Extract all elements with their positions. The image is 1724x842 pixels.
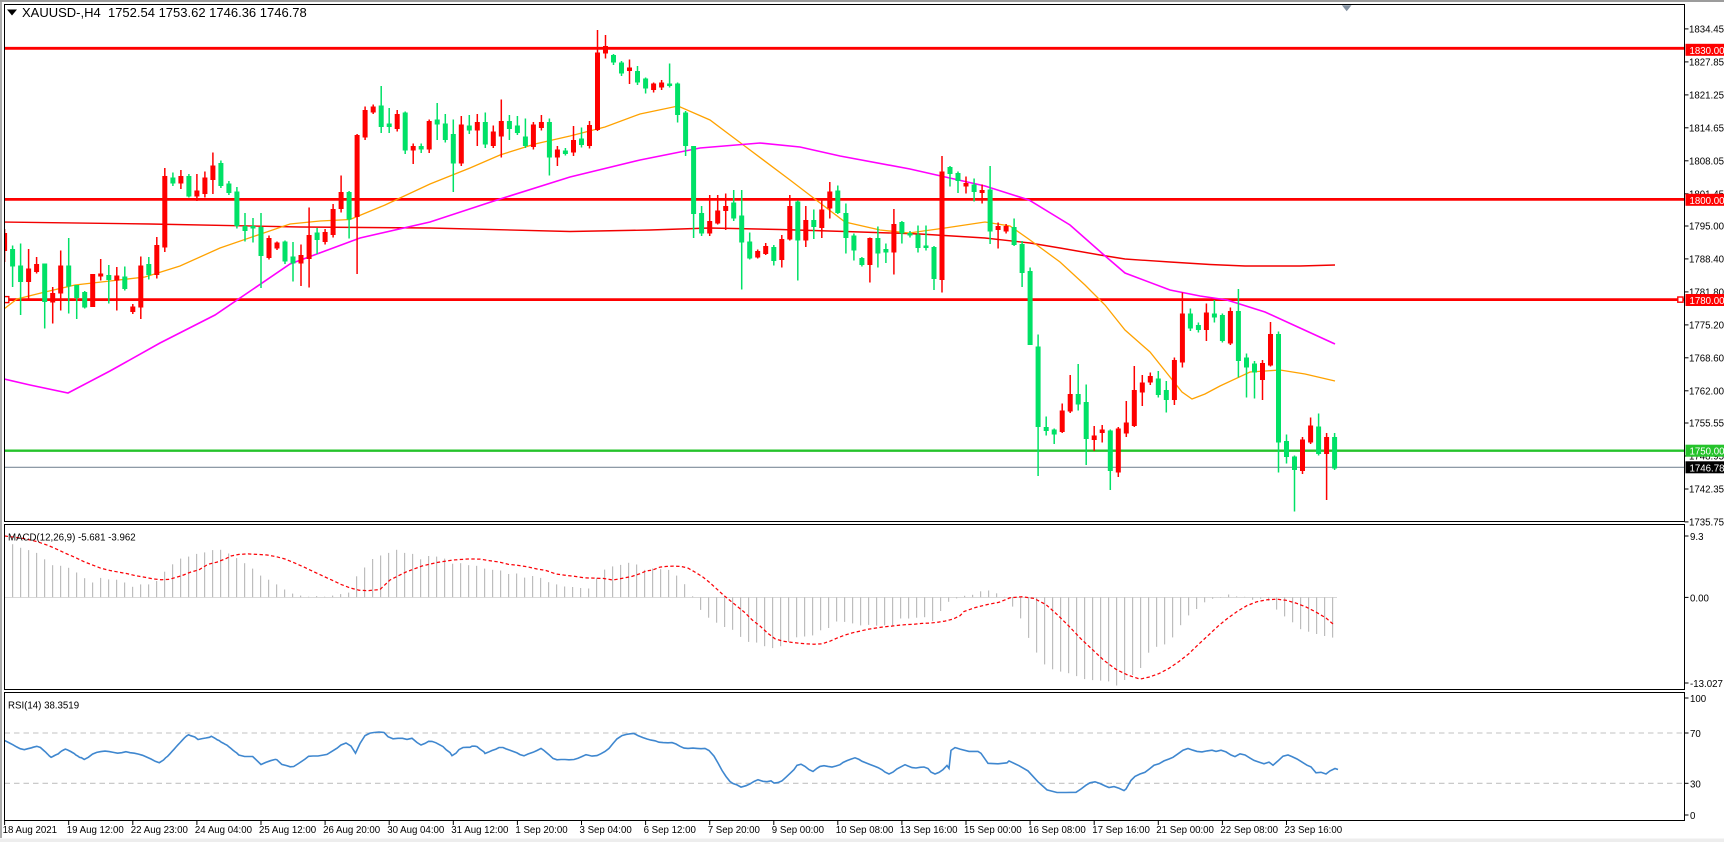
svg-text:24 Aug 04:00: 24 Aug 04:00	[195, 825, 253, 836]
svg-text:1 Sep 20:00: 1 Sep 20:00	[515, 825, 568, 836]
svg-text:1742.35: 1742.35	[1689, 485, 1724, 496]
svg-text:XAUUSD-,H4 1752.54 1753.62 17: XAUUSD-,H4 1752.54 1753.62 1746.36 1746.…	[22, 5, 307, 20]
svg-text:31 Aug 12:00: 31 Aug 12:00	[451, 825, 509, 836]
svg-text:1834.45: 1834.45	[1689, 24, 1724, 35]
svg-text:9.3: 9.3	[1690, 532, 1703, 543]
svg-text:1735.75: 1735.75	[1689, 517, 1724, 528]
svg-text:25 Aug 12:00: 25 Aug 12:00	[259, 825, 317, 836]
svg-text:30 Aug 04:00: 30 Aug 04:00	[387, 825, 445, 836]
svg-text:10 Sep 08:00: 10 Sep 08:00	[836, 825, 894, 836]
svg-text:RSI(14) 38.3519: RSI(14) 38.3519	[8, 701, 79, 712]
svg-text:19 Aug 12:00: 19 Aug 12:00	[67, 825, 125, 836]
svg-text:26 Aug 20:00: 26 Aug 20:00	[323, 825, 381, 836]
svg-text:21 Sep 00:00: 21 Sep 00:00	[1156, 825, 1214, 836]
svg-text:22 Aug 23:00: 22 Aug 23:00	[131, 825, 189, 836]
svg-text:1746.78: 1746.78	[1690, 463, 1724, 474]
svg-text:1780.00: 1780.00	[1690, 296, 1724, 307]
svg-text:-13.027: -13.027	[1690, 679, 1723, 690]
svg-text:9 Sep 00:00: 9 Sep 00:00	[772, 825, 825, 836]
svg-text:17 Sep 16:00: 17 Sep 16:00	[1092, 825, 1150, 836]
svg-text:13 Sep 16:00: 13 Sep 16:00	[900, 825, 958, 836]
svg-text:1795.00: 1795.00	[1689, 222, 1724, 233]
svg-text:23 Sep 16:00: 23 Sep 16:00	[1285, 825, 1343, 836]
svg-text:0.00: 0.00	[1690, 593, 1709, 604]
svg-text:MACD(12,26,9) -5.681 -3.962: MACD(12,26,9) -5.681 -3.962	[8, 533, 136, 544]
svg-text:1827.85: 1827.85	[1689, 57, 1724, 68]
svg-text:0: 0	[1690, 811, 1696, 822]
svg-text:1808.05: 1808.05	[1689, 156, 1724, 167]
svg-text:1775.20: 1775.20	[1689, 320, 1724, 331]
svg-text:22 Sep 08:00: 22 Sep 08:00	[1220, 825, 1278, 836]
svg-text:1830.00: 1830.00	[1690, 46, 1724, 57]
svg-text:1781.80: 1781.80	[1689, 287, 1724, 298]
svg-text:1814.65: 1814.65	[1689, 123, 1724, 134]
svg-text:30: 30	[1690, 779, 1701, 790]
svg-text:3 Sep 04:00: 3 Sep 04:00	[580, 825, 633, 836]
svg-text:1788.40: 1788.40	[1689, 254, 1724, 265]
svg-text:1750.00: 1750.00	[1690, 447, 1724, 458]
svg-text:1821.25: 1821.25	[1689, 90, 1724, 101]
svg-text:6 Sep 12:00: 6 Sep 12:00	[644, 825, 697, 836]
svg-text:1748.95: 1748.95	[1689, 452, 1724, 463]
svg-text:15 Sep 00:00: 15 Sep 00:00	[964, 825, 1022, 836]
svg-text:16 Sep 08:00: 16 Sep 08:00	[1028, 825, 1086, 836]
svg-text:1768.60: 1768.60	[1689, 353, 1724, 364]
svg-text:1755.55: 1755.55	[1689, 419, 1724, 430]
svg-text:18 Aug 2021: 18 Aug 2021	[3, 825, 57, 836]
svg-text:1762.00: 1762.00	[1689, 386, 1724, 397]
svg-text:70: 70	[1690, 729, 1701, 740]
svg-text:7 Sep 20:00: 7 Sep 20:00	[708, 825, 761, 836]
svg-text:1800.00: 1800.00	[1690, 196, 1724, 207]
svg-text:100: 100	[1690, 694, 1707, 705]
